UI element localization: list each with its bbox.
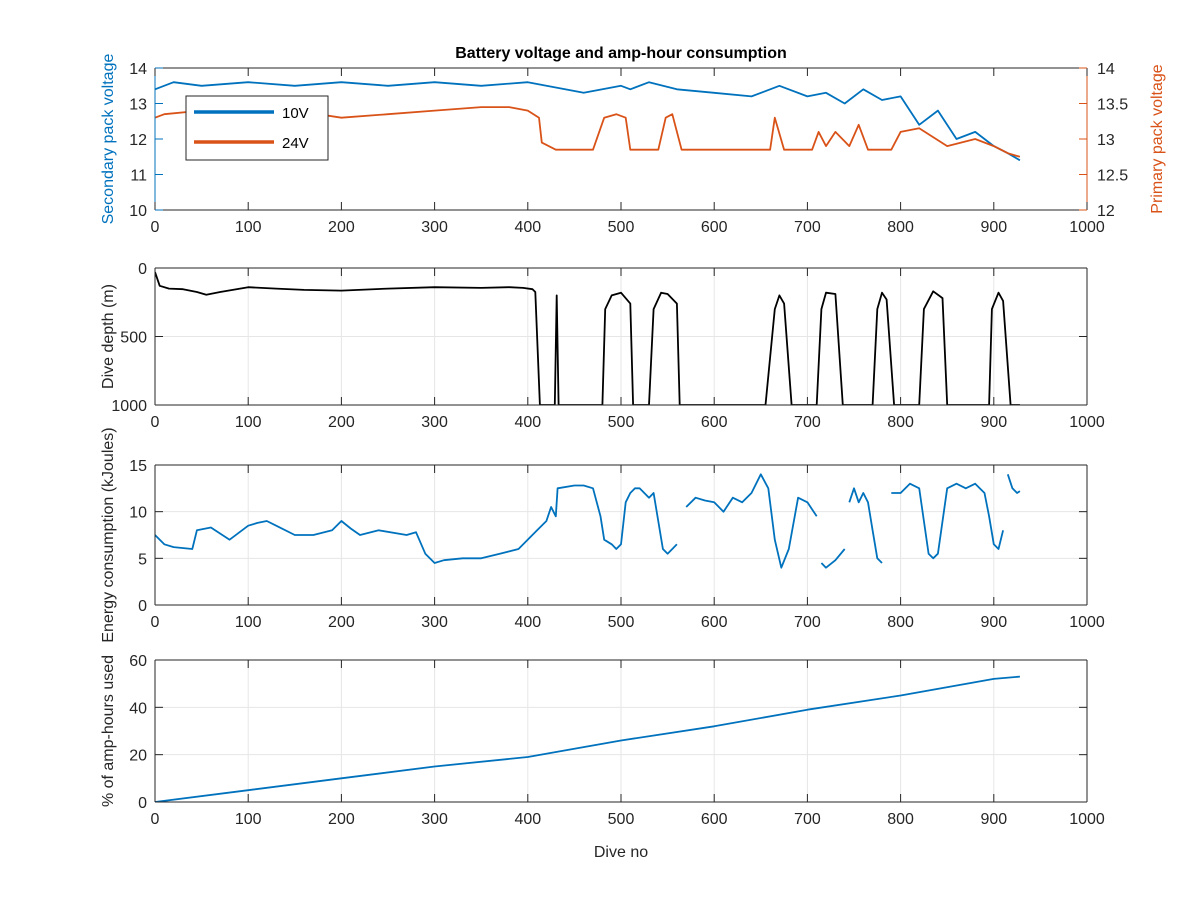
- y-axis-label: Secondary pack voltage: [100, 54, 117, 225]
- legend-label-24v: 24V: [282, 135, 309, 152]
- legend: 10V 24V: [185, 95, 329, 161]
- chart-panel-4: 0 100 200 300 400 500 600 700 800 900 1000 0 20 40 60%…: [100, 653, 1105, 828]
- x-tick-label: 700: [794, 219, 821, 236]
- x-tick-label: 0: [151, 414, 160, 431]
- x-tick-label: 1000: [1069, 219, 1105, 236]
- x-tick-label: 900: [980, 219, 1007, 236]
- y-axis-label: Energy consumption (kJoules): [100, 427, 117, 642]
- series-line-24v-seg-1: [155, 106, 1021, 158]
- x-tick-label: 100: [235, 811, 262, 828]
- y-tick-label-right: 14: [1097, 61, 1115, 78]
- data-layer: [155, 271, 1020, 405]
- x-tick-label: 400: [514, 614, 541, 631]
- y-tick-label: 13: [129, 97, 147, 114]
- series-line-p3-s1-seg-3: [820, 548, 846, 569]
- y-tick-label: 1000: [111, 398, 147, 415]
- x-tick-label: 500: [608, 614, 635, 631]
- series-line-p3-s1-seg-5: [891, 482, 1004, 560]
- x-tick-label: 900: [980, 614, 1007, 631]
- y-tick-label: 0: [138, 598, 147, 615]
- y-tick-label: 60: [129, 653, 147, 670]
- x-tick-label: 200: [328, 811, 355, 828]
- y-axis-label-right: Primary pack voltage: [1149, 64, 1166, 213]
- x-tick-label: 0: [151, 614, 160, 631]
- x-tick-label: 900: [980, 414, 1007, 431]
- x-tick-label: 500: [608, 219, 635, 236]
- series-line-p4-s1-seg-1: [155, 675, 1020, 802]
- chart-panel-2: 0 100 200 300 400 500 600 700 800 900 100005001000…: [100, 261, 1105, 431]
- x-tick-label: 0: [151, 219, 160, 236]
- x-tick-label: 500: [608, 811, 635, 828]
- y-tick-label-right: 12.5: [1097, 168, 1128, 185]
- y-tick-label-right: 12: [1097, 203, 1115, 220]
- x-tick-label: 600: [701, 614, 728, 631]
- y-axis-label: Dive depth (m): [100, 284, 117, 389]
- x-axis-label: Dive no: [594, 844, 648, 861]
- series-line-p3-s1-seg-1: [155, 484, 678, 564]
- x-tick-label: 700: [794, 614, 821, 631]
- chart-panel-1: 0 100 200 300 400 500 600 700 800 900 1000 10 11 12 13…: [100, 54, 1166, 236]
- y-tick-label: 0: [138, 261, 147, 278]
- x-tick-label: 300: [421, 219, 448, 236]
- y-axis-label: % of amp-hours used: [100, 655, 117, 807]
- x-tick-label: 100: [235, 219, 262, 236]
- x-tick-label: 400: [514, 414, 541, 431]
- series-line-p3-s1-seg-6: [1006, 474, 1021, 494]
- y-tick-label: 10: [129, 505, 147, 522]
- y-tick-label: 40: [129, 700, 147, 717]
- x-tick-label: 600: [701, 219, 728, 236]
- y-tick-label-right: 13.5: [1097, 97, 1128, 114]
- legend-label-10v: 10V: [282, 105, 309, 122]
- x-tick-label: 300: [421, 614, 448, 631]
- legend-box: [185, 95, 329, 161]
- y-tick-label-right: 13: [1097, 132, 1115, 149]
- x-tick-label: 900: [980, 811, 1007, 828]
- series-line-p3-s1-seg-2: [685, 473, 818, 569]
- x-tick-label: 200: [328, 614, 355, 631]
- chart-panel-3: 0 100 200 300 400 500 600 700 800 900 1000 0 5 10 15 En…: [100, 427, 1105, 642]
- data-layer: [155, 675, 1020, 802]
- x-tick-label: 500: [608, 414, 635, 431]
- y-tick-label: 15: [129, 458, 147, 475]
- x-tick-label: 400: [514, 219, 541, 236]
- data-layer: [155, 81, 1021, 162]
- x-tick-label: 200: [328, 219, 355, 236]
- series-line-p2-s1-seg-1: [155, 271, 1020, 405]
- x-tick-label: 800: [887, 219, 914, 236]
- series-line-p3-s1-seg-4: [848, 487, 883, 564]
- x-tick-label: 400: [514, 811, 541, 828]
- x-tick-label: 1000: [1069, 811, 1105, 828]
- x-tick-label: 800: [887, 811, 914, 828]
- x-tick-label: 300: [421, 414, 448, 431]
- x-tick-label: 100: [235, 414, 262, 431]
- x-tick-label: 1000: [1069, 614, 1105, 631]
- x-tick-label: 600: [701, 414, 728, 431]
- x-tick-label: 600: [701, 811, 728, 828]
- x-tick-label: 700: [794, 811, 821, 828]
- y-tick-label: 11: [130, 168, 147, 185]
- y-tick-label: 500: [120, 330, 147, 347]
- x-tick-label: 800: [887, 614, 914, 631]
- x-tick-label: 800: [887, 414, 914, 431]
- x-tick-label: 200: [328, 414, 355, 431]
- y-tick-label: 20: [129, 748, 147, 765]
- figure-title: Battery voltage and amp-hour consumption: [455, 45, 787, 62]
- y-tick-label: 10: [129, 203, 147, 220]
- x-tick-label: 300: [421, 811, 448, 828]
- x-tick-label: 700: [794, 414, 821, 431]
- x-tick-label: 1000: [1069, 414, 1105, 431]
- x-tick-label: 100: [235, 614, 262, 631]
- y-tick-label: 0: [138, 795, 147, 812]
- data-layer: [155, 473, 1021, 569]
- y-tick-label: 5: [138, 551, 147, 568]
- y-tick-label: 14: [129, 61, 147, 78]
- series-line-10v-seg-1: [155, 81, 1021, 162]
- x-tick-label: 0: [151, 811, 160, 828]
- y-tick-label: 12: [129, 132, 147, 149]
- panels: 0 100 200 300 400 500 600 700 800 900 100010111213…: [100, 54, 1166, 828]
